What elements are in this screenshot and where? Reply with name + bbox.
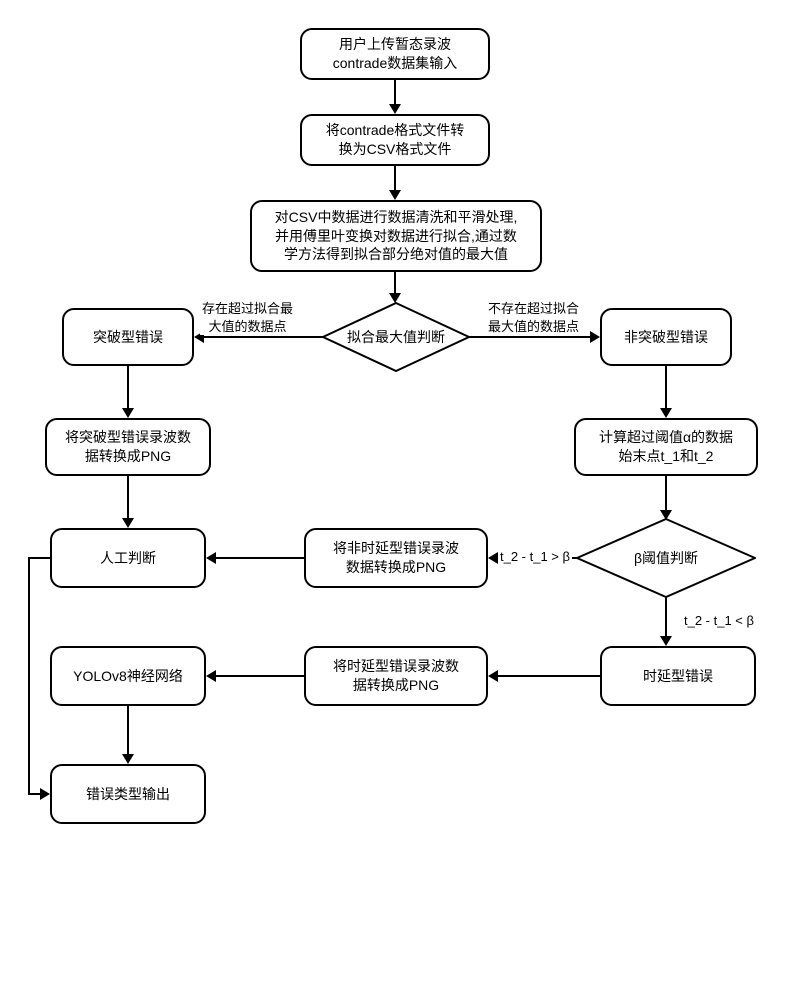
edge: [665, 596, 667, 636]
node-convert-png-nondelay: 将非时延型错误录波数据转换成PNG: [304, 528, 488, 588]
node-process: 对CSV中数据进行数据清洗和平滑处理,并用傅里叶变换对数据进行拟合,通过数学方法…: [250, 200, 542, 272]
node-output: 错误类型输出: [50, 764, 206, 824]
node-label: 对CSV中数据进行数据清洗和平滑处理,并用傅里叶变换对数据进行拟合,通过数学方法…: [275, 208, 518, 265]
node-label: 将突破型错误录波数据转换成PNG: [65, 428, 191, 466]
arrow-head-icon: [488, 552, 498, 564]
node-breakthrough-error: 突破型错误: [62, 308, 194, 366]
node-label: 将非时延型错误录波数据转换成PNG: [333, 539, 459, 577]
edge: [665, 476, 667, 510]
edge-label: 存在超过拟合最大值的数据点: [200, 300, 295, 335]
node-label: 将contrade格式文件转换为CSV格式文件: [326, 121, 464, 159]
decision-label: β阈值判断: [634, 549, 698, 567]
node-delay-error: 时延型错误: [600, 646, 756, 706]
node-label: 将时延型错误录波数据转换成PNG: [333, 657, 459, 695]
edge: [28, 793, 40, 795]
arrow-head-icon: [660, 408, 672, 418]
node-label: 非突破型错误: [624, 328, 708, 347]
edge: [394, 80, 396, 104]
arrow-head-icon: [660, 510, 672, 520]
node-label: 时延型错误: [643, 667, 713, 686]
arrow-head-icon: [389, 104, 401, 114]
edge: [665, 366, 667, 408]
arrow-head-icon: [122, 518, 134, 528]
arrow-head-icon: [389, 293, 401, 303]
node-non-breakthrough-error: 非突破型错误: [600, 308, 732, 366]
node-label: 用户上传暂态录波contrade数据集输入: [333, 35, 457, 73]
edge-label: t_2 - t_1 < β: [682, 612, 756, 630]
arrow-head-icon: [40, 788, 50, 800]
edge: [28, 557, 30, 794]
edge: [28, 557, 50, 559]
arrow-head-icon: [389, 190, 401, 200]
node-label: 人工判断: [100, 549, 156, 568]
edge: [468, 336, 590, 338]
edge: [498, 675, 600, 677]
edge: [394, 272, 396, 294]
arrow-head-icon: [660, 636, 672, 646]
arrow-head-icon: [122, 408, 134, 418]
node-label: 计算超过阈值α的数据始末点t_1和t_2: [599, 428, 733, 466]
edge: [127, 366, 129, 408]
edge: [216, 675, 304, 677]
node-convert-png-delay: 将时延型错误录波数据转换成PNG: [304, 646, 488, 706]
edge: [394, 166, 396, 190]
edge-label: t_2 - t_1 > β: [498, 548, 572, 566]
decision-max-fit: 拟合最大值判断: [322, 302, 470, 372]
node-label: YOLOv8神经网络: [73, 667, 183, 686]
edge: [216, 557, 304, 559]
arrow-head-icon: [488, 670, 498, 682]
node-input: 用户上传暂态录波contrade数据集输入: [300, 28, 490, 80]
arrow-head-icon: [590, 331, 600, 343]
decision-beta: β阈值判断: [576, 518, 756, 598]
node-convert-csv: 将contrade格式文件转换为CSV格式文件: [300, 114, 490, 166]
edge-label: 不存在超过拟合最大值的数据点: [486, 300, 581, 335]
edge: [204, 336, 324, 338]
edge: [127, 476, 129, 518]
node-label: 错误类型输出: [86, 785, 170, 804]
arrow-head-icon: [206, 670, 216, 682]
node-calc-threshold: 计算超过阈值α的数据始末点t_1和t_2: [574, 418, 758, 476]
arrow-head-icon: [206, 552, 216, 564]
edge: [127, 706, 129, 754]
decision-label: 拟合最大值判断: [347, 328, 445, 346]
node-manual-judge: 人工判断: [50, 528, 206, 588]
node-label: 突破型错误: [93, 328, 163, 347]
node-convert-png-breakthrough: 将突破型错误录波数据转换成PNG: [45, 418, 211, 476]
node-yolov8: YOLOv8神经网络: [50, 646, 206, 706]
arrow-head-icon: [122, 754, 134, 764]
